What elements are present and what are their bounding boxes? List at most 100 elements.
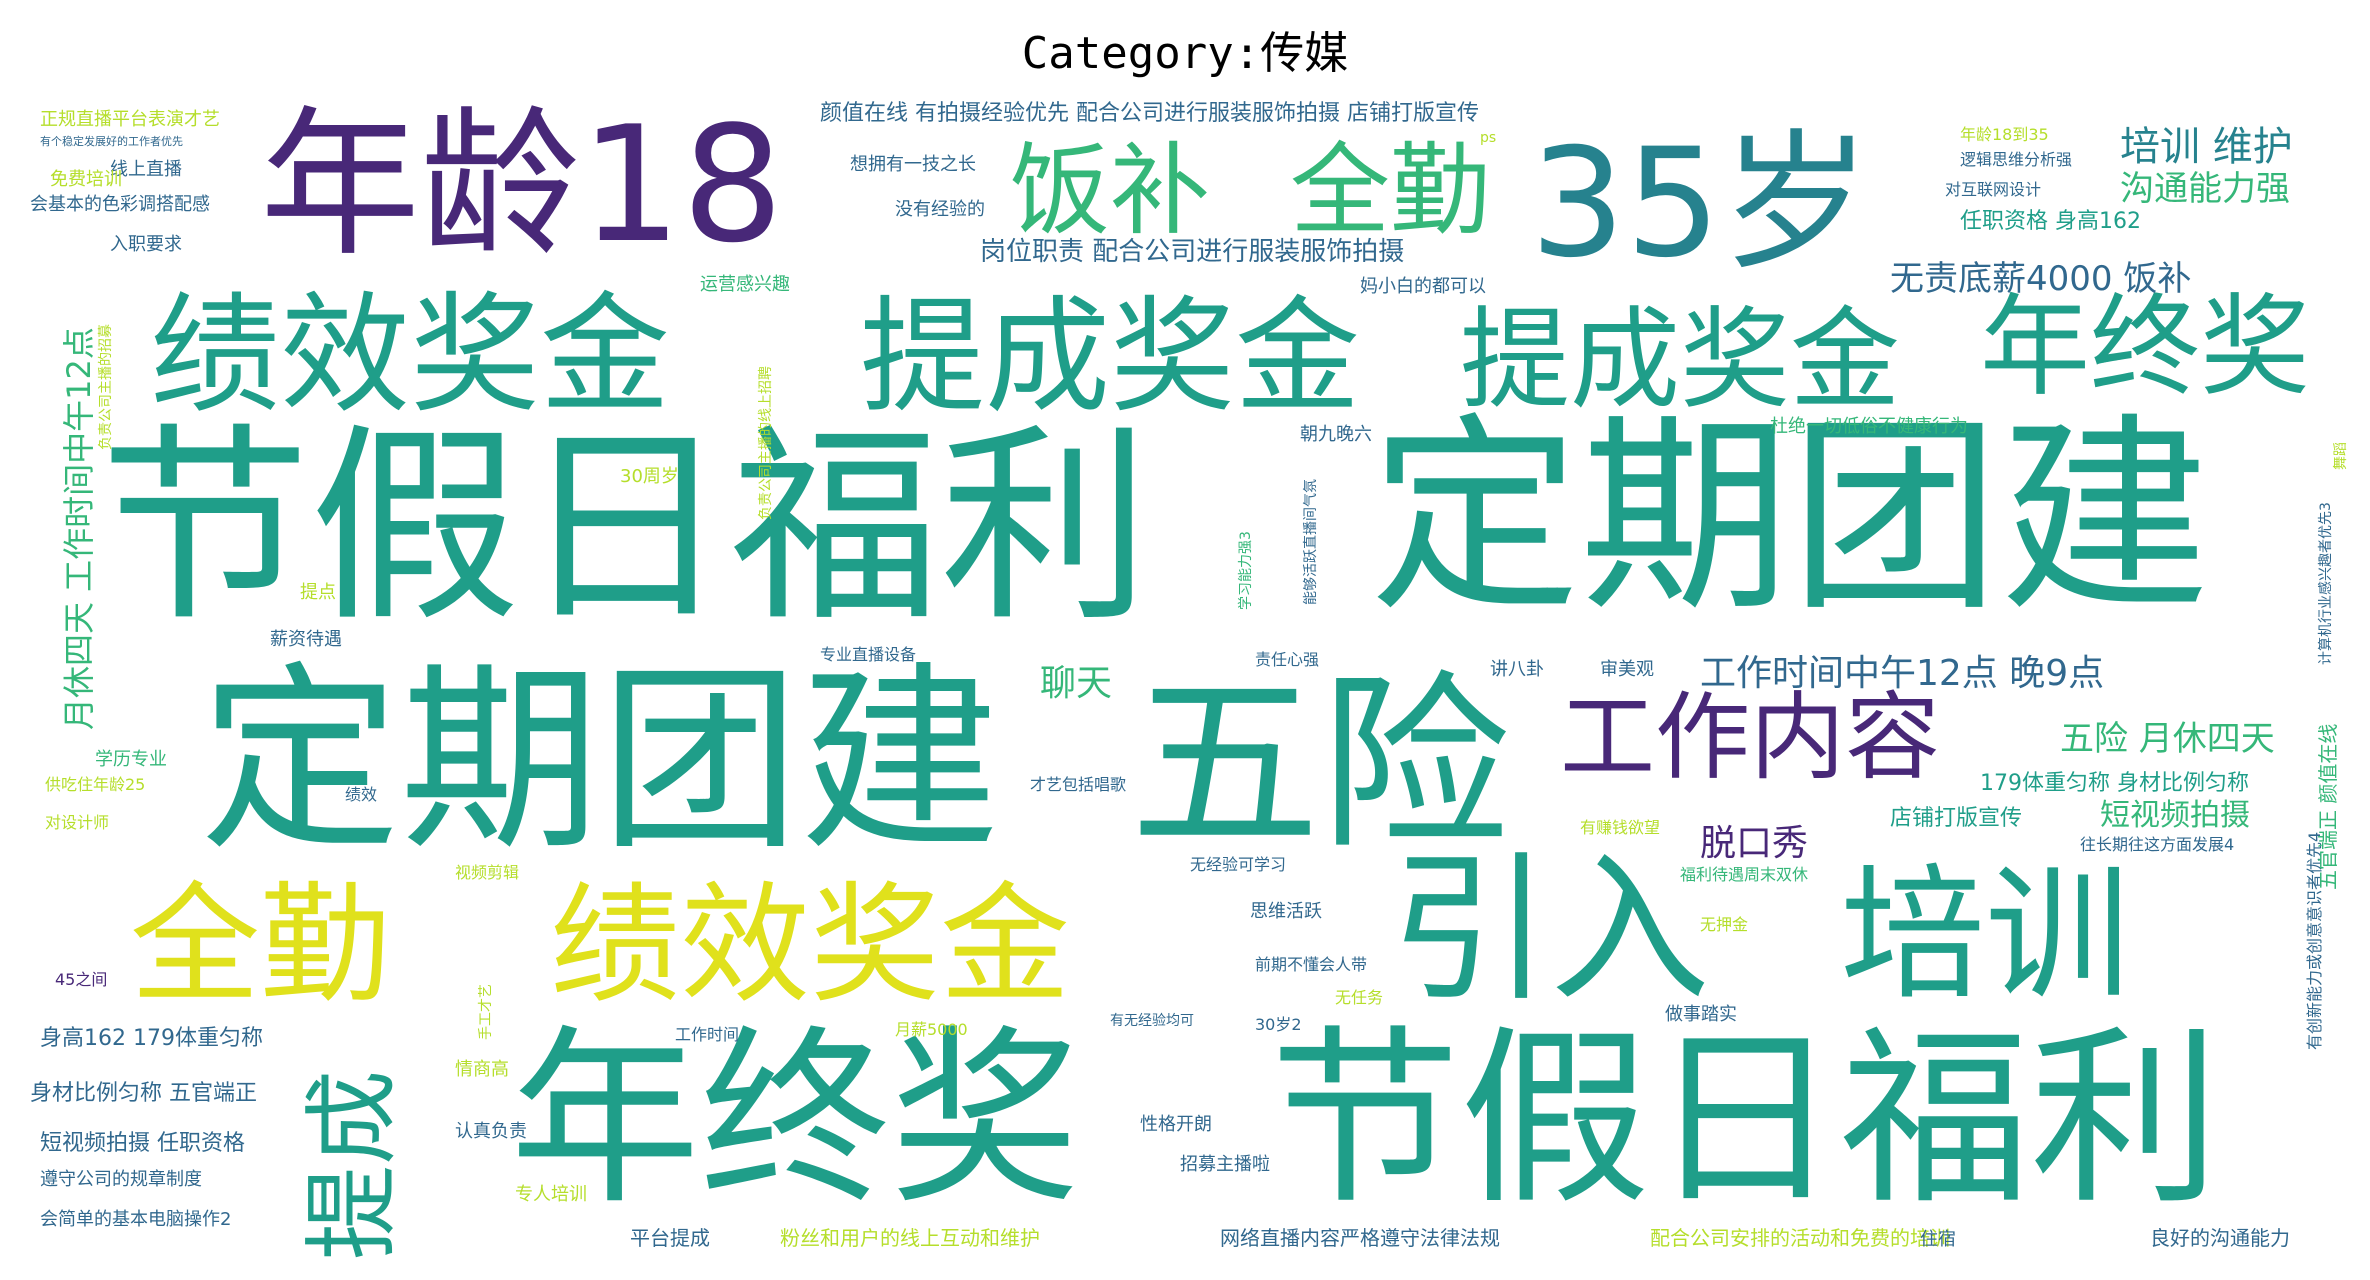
word-cloud-word: 讲八卦 [1490, 659, 1544, 680]
word-cloud-word: 手工才艺 [478, 984, 494, 1040]
word-cloud-word: 提成奖金 [860, 285, 1360, 430]
word-cloud-word: 专业直播设备 [820, 645, 916, 664]
word-cloud-word: 往长期往这方面发展4 [2080, 835, 2234, 854]
word-cloud-word: 有个稳定发展好的工作者优先 [40, 134, 183, 148]
word-cloud-word: 短视频拍摄 任职资格 [40, 1131, 245, 1156]
word-cloud-word: 月休四天 工作时间中午12点 [60, 327, 98, 730]
word-cloud-word: 年终奖 [510, 1009, 1080, 1230]
word-cloud-word: 店铺打版宣传 [1890, 806, 2022, 831]
word-cloud-word: 入职要求 [110, 234, 182, 255]
word-cloud-word: 颜值在线 有拍摄经验优先 配合公司进行服装服饰拍摄 店铺打版宣传 [820, 101, 1479, 126]
word-cloud-word: 能够活跃直播间气氛 [1302, 479, 1319, 605]
word-cloud-word: 运营感兴趣 [700, 274, 790, 295]
word-cloud-word: 福利待遇周末双休 [1680, 865, 1808, 884]
word-cloud-word: 提成 [298, 1070, 408, 1260]
word-cloud-word: 45之间 [55, 970, 107, 989]
word-cloud-word: 年龄18 [260, 91, 784, 278]
word-cloud-word: ps [1480, 130, 1496, 146]
word-cloud-word: 无押金 [1700, 915, 1748, 934]
word-cloud-word: 有无经验均可 [1110, 1013, 1194, 1029]
word-cloud-word: 全勤 [130, 869, 390, 1021]
word-cloud-word: 朝九晚六 [1300, 424, 1372, 445]
word-cloud-word: 粉丝和用户的线上互动和维护 [780, 1226, 1040, 1250]
word-cloud-word: 想拥有一技之长 [850, 154, 976, 175]
word-cloud-word: 工作时间中午12点 晚9点 [1700, 653, 2104, 694]
word-cloud-word: 月薪5000 [895, 1020, 968, 1039]
word-cloud-word: 五险 月休四天 [2060, 719, 2275, 759]
word-cloud-word: 才艺包括唱歌 [1030, 775, 1126, 794]
word-cloud-word: 饭补 [1010, 132, 1210, 249]
word-cloud-word: 思维活跃 [1250, 901, 1322, 922]
chart-title: Category:传媒 [1021, 28, 1349, 79]
word-cloud-word: 会简单的基本电脑操作2 [40, 1209, 231, 1230]
word-cloud-word: 性格开朗 [1140, 1114, 1212, 1135]
word-cloud-word: 免费培训 [50, 169, 122, 190]
word-cloud-word: 妈小白的都可以 [1360, 276, 1486, 297]
word-cloud-word: 身材比例匀称 五官端正 [30, 1081, 257, 1106]
word-cloud-word: 培训 维护 [2120, 124, 2293, 170]
word-cloud-word: 岗位职责 配合公司进行服装服饰拍摄 [980, 237, 1404, 267]
word-cloud-word: 住宿 [1920, 1229, 1956, 1250]
word-cloud-word: 审美观 [1600, 659, 1654, 680]
word-cloud-word: 会基本的色彩调搭配感 [30, 194, 210, 215]
word-cloud-word: 提成奖金 [1460, 296, 1900, 424]
word-cloud-word: 对设计师 [45, 813, 109, 832]
word-cloud-word: 杜绝一切低俗不健康行为 [1770, 416, 1968, 437]
word-cloud-word: 绩效奖金 [150, 279, 670, 431]
word-cloud-word: 供吃住年龄25 [45, 775, 145, 794]
word-cloud-word: 情商高 [455, 1059, 509, 1080]
word-cloud-word: 任职资格 身高162 [1960, 209, 2141, 234]
word-cloud-word: 脱口秀 [1700, 823, 1808, 864]
word-cloud-word: 有赚钱欲望 [1580, 818, 1660, 837]
word-cloud-word: 绩效 [345, 785, 377, 804]
word-cloud-word: 培训 [1840, 851, 2130, 1020]
word-cloud-word: 负责公司主播的招募 [98, 324, 114, 450]
word-cloud-word: 沟通能力强 [2120, 169, 2290, 209]
word-cloud-word: 正规直播平台表演才艺 [40, 109, 220, 130]
word-cloud-word: 配合公司安排的活动和免费的培训 [1650, 1226, 1950, 1250]
word-cloud-word: 身高162 179体重匀称 [40, 1026, 263, 1051]
word-cloud-word: 35岁 [1530, 117, 1871, 291]
word-cloud-word: 无任务 [1335, 988, 1383, 1007]
word-cloud-word: 无责底薪4000 饭补 [1890, 259, 2191, 299]
word-cloud-word: 舞蹈 [2333, 442, 2349, 470]
word-cloud-word: 定期团建 [1370, 395, 2210, 640]
word-cloud-word: 计算机行业感兴趣者优先3 [2317, 502, 2334, 665]
word-cloud-word: 线上直播 [110, 159, 182, 180]
word-cloud-word: 薪资待遇 [270, 629, 342, 650]
word-cloud-word: 责任心强 [1255, 650, 1319, 669]
word-cloud-word: 引入 [1390, 836, 1710, 1023]
word-cloud-word: 五险 [1130, 654, 1510, 875]
word-cloud-word: 学历专业 [95, 749, 167, 770]
word-cloud-word: 全勤 [1290, 132, 1490, 249]
word-cloud-word: 节假日福利 [100, 405, 1150, 650]
word-cloud-word: 年终奖 [1980, 283, 2310, 411]
word-cloud-word: 有创新能力或创意意识者优先4 [2305, 832, 2324, 1050]
word-cloud-word: 良好的沟通能力 [2150, 1226, 2290, 1250]
word-cloud-word: 前期不懂会人带 [1255, 955, 1367, 974]
word-cloud-word: 没有经验的 [895, 199, 985, 220]
word-cloud-word: 对互联网设计 [1945, 180, 2041, 199]
word-cloud-word: 工作内容 [1560, 683, 1940, 793]
word-cloud-word: 学习能力强3 [1238, 531, 1254, 610]
word-cloud-word: 遵守公司的规章制度 [40, 1169, 202, 1190]
word-cloud-word: 节假日福利 [1270, 1009, 2220, 1230]
word-cloud-word: 专人培训 [515, 1184, 587, 1205]
word-cloud-word: 认真负责 [455, 1121, 527, 1142]
word-cloud-word: 179体重匀称 身材比例匀称 [1980, 771, 2249, 796]
word-cloud-word: 定期团建 [200, 645, 1000, 878]
word-cloud-word: 30岁2 [1255, 1015, 1302, 1034]
word-cloud-word: 年龄18到35 [1960, 125, 2049, 144]
word-cloud-word: 提点 [300, 582, 336, 603]
word-cloud-word: 做事踏实 [1665, 1004, 1737, 1025]
word-cloud-word: 视频剪辑 [455, 863, 519, 882]
word-cloud-word: 网络直播内容严格遵守法律法规 [1220, 1226, 1500, 1250]
word-cloud-word: 工作时间 [675, 1025, 739, 1044]
word-cloud-word: 五官端正 颜值在线 [2316, 724, 2340, 890]
word-cloud-word: 平台提成 [630, 1226, 710, 1250]
word-cloud-word: 短视频拍摄 [2100, 798, 2250, 833]
word-cloud-word: 聊天 [1040, 663, 1112, 704]
word-cloud-word: 逻辑思维分析强 [1960, 150, 2072, 169]
word-cloud-word: 负责公司主播的线上招聘 [758, 366, 774, 520]
